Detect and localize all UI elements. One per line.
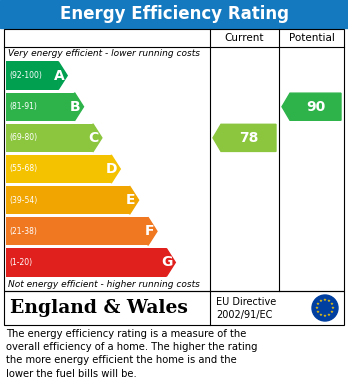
Text: E: E: [126, 193, 136, 207]
Text: ★: ★: [319, 299, 323, 303]
Text: G: G: [161, 255, 172, 269]
Text: 2002/91/EC: 2002/91/EC: [216, 310, 272, 320]
Polygon shape: [129, 186, 139, 214]
Bar: [6, 155, 111, 183]
Text: ★: ★: [330, 310, 334, 314]
Text: Not energy efficient - higher running costs: Not energy efficient - higher running co…: [8, 280, 200, 289]
Text: Very energy efficient - lower running costs: Very energy efficient - lower running co…: [8, 49, 200, 58]
Text: Current: Current: [225, 33, 264, 43]
Polygon shape: [111, 155, 120, 183]
Text: (92-100): (92-100): [9, 71, 42, 80]
Bar: [6, 61, 58, 90]
Polygon shape: [213, 124, 276, 151]
Polygon shape: [148, 217, 157, 246]
Bar: [4, 29, 344, 291]
Bar: [6, 217, 148, 246]
Text: England & Wales: England & Wales: [10, 299, 188, 317]
Text: 78: 78: [239, 131, 258, 145]
Circle shape: [312, 295, 338, 321]
Polygon shape: [166, 248, 175, 276]
Bar: [0, 0, 348, 28]
Text: (55-68): (55-68): [9, 165, 37, 174]
Polygon shape: [93, 124, 102, 152]
Text: (69-80): (69-80): [9, 133, 37, 142]
Text: ★: ★: [330, 302, 334, 306]
Text: ★: ★: [316, 302, 320, 306]
Bar: [6, 186, 129, 214]
Bar: [6, 124, 93, 152]
Polygon shape: [58, 61, 67, 90]
Text: (81-91): (81-91): [9, 102, 37, 111]
Text: (21-38): (21-38): [9, 227, 37, 236]
Text: ★: ★: [323, 314, 327, 318]
Text: ★: ★: [316, 310, 320, 314]
Text: ★: ★: [319, 313, 323, 317]
Text: A: A: [54, 68, 64, 83]
Text: ★: ★: [327, 299, 331, 303]
Bar: [6, 93, 74, 121]
Text: D: D: [106, 162, 117, 176]
Text: ★: ★: [331, 306, 335, 310]
Text: ★: ★: [315, 306, 319, 310]
Polygon shape: [74, 93, 84, 121]
Text: B: B: [70, 100, 80, 114]
Polygon shape: [282, 93, 341, 120]
Text: (39-54): (39-54): [9, 196, 37, 204]
Text: EU Directive: EU Directive: [216, 297, 276, 307]
Text: (1-20): (1-20): [9, 258, 32, 267]
Text: Potential: Potential: [288, 33, 334, 43]
Text: 90: 90: [306, 100, 325, 114]
Text: Energy Efficiency Rating: Energy Efficiency Rating: [60, 5, 288, 23]
Text: The energy efficiency rating is a measure of the
overall efficiency of a home. T: The energy efficiency rating is a measur…: [6, 329, 258, 378]
Text: C: C: [89, 131, 99, 145]
Bar: [4, 291, 344, 325]
Text: ★: ★: [327, 313, 331, 317]
Text: F: F: [144, 224, 154, 238]
Bar: [6, 248, 166, 276]
Text: ★: ★: [323, 298, 327, 302]
